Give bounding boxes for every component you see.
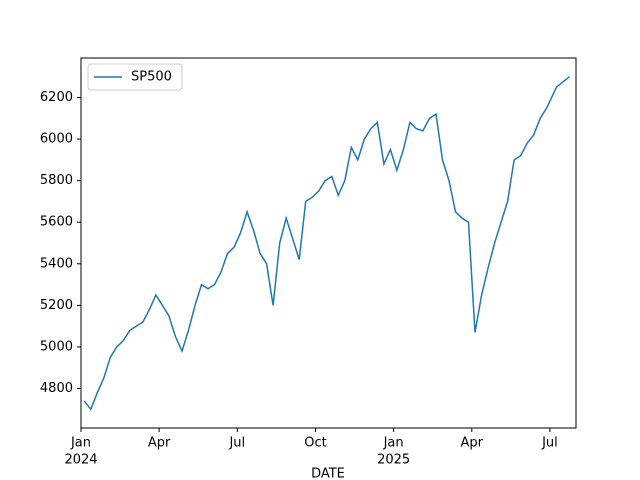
- y-tick-label: 5000: [40, 339, 73, 354]
- x-tick-label: Apr: [148, 436, 171, 451]
- y-tick-label: 6000: [40, 132, 73, 147]
- x-tick-year: 2024: [64, 453, 97, 468]
- legend-label: SP500: [131, 70, 172, 85]
- x-tick-label: Jan: [383, 436, 404, 451]
- x-tick-label: Jul: [228, 436, 245, 451]
- y-tick-label: 6200: [40, 90, 73, 105]
- legend-box: [87, 63, 183, 91]
- y-tick-label: 4800: [40, 381, 73, 396]
- plot-frame: [80, 57, 577, 429]
- x-tick-label: Jan: [70, 436, 91, 451]
- y-tick-label: 5400: [40, 256, 73, 271]
- x-tick-label: Apr: [461, 436, 484, 451]
- x-axis-label: DATE: [311, 467, 345, 480]
- x-tick-label: Oct: [304, 436, 326, 451]
- x-tick-year: 2025: [377, 453, 410, 468]
- y-tick-label: 5600: [40, 215, 73, 230]
- y-tick-label: 5800: [40, 173, 73, 188]
- series-line: [83, 76, 570, 411]
- x-tick-label: Jul: [541, 436, 558, 451]
- y-tick-label: 5200: [40, 298, 73, 313]
